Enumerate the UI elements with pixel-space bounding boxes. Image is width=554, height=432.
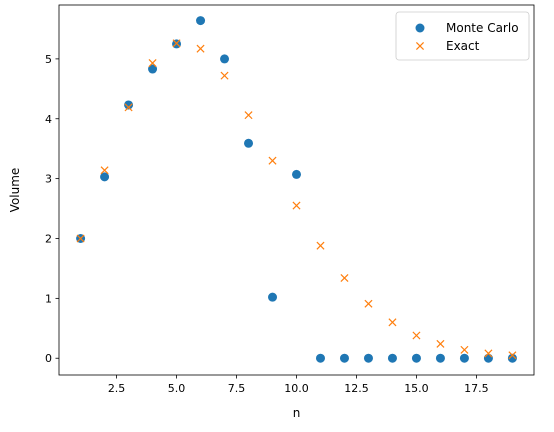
exact-point <box>196 44 205 53</box>
legend-entry: Monte Carlo <box>415 21 519 35</box>
y-tick-label: 0 <box>45 352 52 365</box>
exact-point <box>364 299 373 308</box>
x-tick-label: 10.0 <box>284 382 309 395</box>
monte-carlo-point <box>387 353 397 363</box>
exact-point <box>388 318 397 327</box>
x-tick-label: 15.0 <box>404 382 429 395</box>
exact-point <box>100 166 109 175</box>
plot-area <box>58 4 535 376</box>
y-tick-label: 3 <box>45 173 52 186</box>
x-tick-label: 17.5 <box>464 382 489 395</box>
series-layer <box>76 16 517 363</box>
x-tick-label: 2.5 <box>108 382 126 395</box>
y-axis-ticks: 0 1 2 3 4 5 <box>45 53 59 365</box>
y-axis-label: Volume <box>8 168 22 213</box>
exact-point <box>316 241 325 250</box>
monte-carlo-point <box>483 353 493 363</box>
y-tick-label: 2 <box>45 232 52 245</box>
monte-carlo-point <box>244 138 254 148</box>
y-tick-label: 1 <box>45 292 52 305</box>
exact-point <box>460 345 469 354</box>
monte-carlo-point <box>100 172 110 182</box>
exact-point <box>292 201 301 210</box>
monte-carlo-point <box>363 353 373 363</box>
monte-carlo-point <box>196 16 206 26</box>
y-tick-label: 5 <box>45 53 52 66</box>
monte-carlo-point <box>315 353 325 363</box>
x-axis-ticks: 2.5 5.0 7.5 10.0 12.5 15.0 17.5 <box>108 375 489 395</box>
exact-point <box>412 331 421 340</box>
monte-carlo-point <box>435 353 445 363</box>
monte-carlo-point <box>411 353 421 363</box>
exact-point <box>268 156 277 165</box>
exact-point <box>340 273 349 283</box>
exact-point <box>172 39 181 48</box>
monte-carlo-point <box>339 353 349 363</box>
legend-frame <box>395 11 530 61</box>
monte-carlo-point <box>268 292 278 302</box>
exact-point <box>124 103 133 112</box>
monte-carlo-point <box>124 100 134 110</box>
exact-point <box>436 339 445 348</box>
x-tick-label: 12.5 <box>344 382 369 395</box>
monte-carlo-point <box>507 353 517 363</box>
monte-carlo-point <box>148 64 158 74</box>
legend-entry: Exact <box>415 39 480 53</box>
exact-point <box>508 351 517 360</box>
monte-carlo-point <box>459 353 469 363</box>
legend-label: Exact <box>446 39 480 53</box>
x-axis-label: n <box>293 406 301 420</box>
y-tick-label: 4 <box>45 113 52 126</box>
monte-carlo-point <box>220 54 230 64</box>
exact-point <box>484 349 493 358</box>
exact-point <box>220 71 229 80</box>
legend-marker <box>415 41 425 51</box>
series-1 <box>76 16 517 363</box>
exact-point <box>76 234 85 243</box>
legend-marker <box>415 23 425 33</box>
exact-point <box>244 111 253 120</box>
x-tick-label: 5.0 <box>168 382 186 395</box>
monte-carlo-point <box>292 169 301 179</box>
x-tick-label: 7.5 <box>228 382 246 395</box>
exact-point <box>148 59 157 68</box>
legend-label: Monte Carlo <box>446 21 519 35</box>
axes-frame <box>58 4 535 376</box>
legend: Monte Carlo Exact <box>395 11 530 61</box>
series-2 <box>76 39 517 360</box>
